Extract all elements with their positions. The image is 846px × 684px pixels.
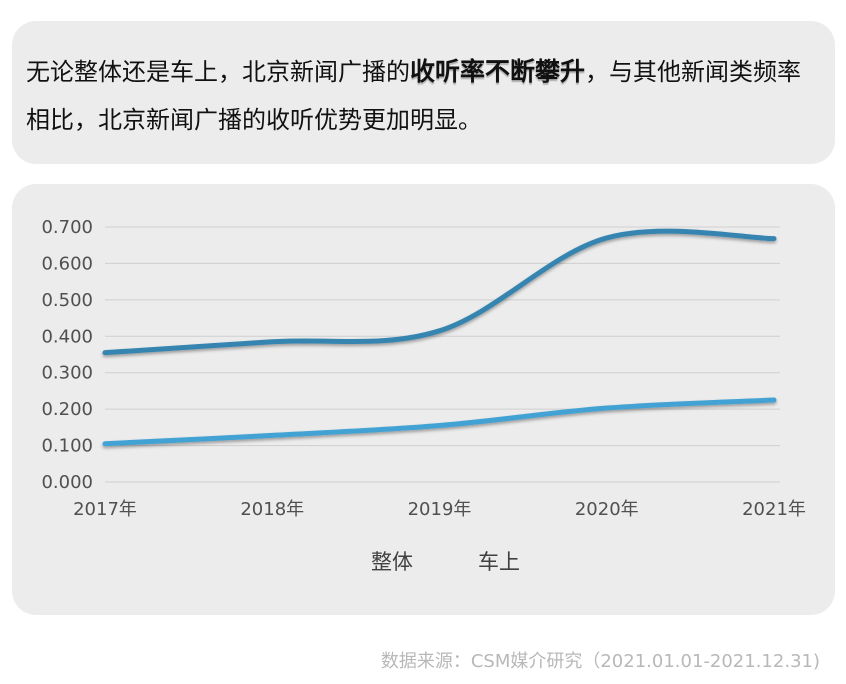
y-tick-label: 0.700 [41,217,93,238]
headline-card: 无论整体还是车上，北京新闻广播的收听率不断攀升，与其他新闻类频率相比，北京新闻广… [12,21,835,164]
headline-emphasis: 收听率不断攀升 [410,57,586,86]
source-note: 数据来源：CSM媒介研究（2021.01.01-2021.12.31) [380,651,820,672]
chart-card: 0.000 0.100 0.200 0.300 0.400 0.500 0.600 0.700… [12,184,835,615]
x-tick-label: 2017年 [73,499,137,520]
y-tick-label: 0.000 [41,472,93,493]
x-tick-label: 2019年 [408,499,472,520]
series-line-1 [102,228,777,356]
x-tick-label: 2020年 [575,499,639,520]
legend: 整体 车上 [318,550,520,574]
series-line-2 [102,397,777,447]
x-tick-label: 2018年 [240,499,304,520]
y-axis-tick-labels: 0.000 0.100 0.200 0.300 0.400 0.500 0.600 0.700 [41,217,93,493]
series-lines [102,228,777,447]
headline-part-2: ，与其他新闻类频率相比，北京新闻广播的收听优势更加明显。 [26,58,802,134]
x-axis-tick-labels: 2017年 2018年 2019年 2020年 2021年 [73,499,806,520]
headline-text: 无论整体还是车上，北京新闻广播的收听率不断攀升，与其他新闻类频率相比，北京新闻广… [26,48,821,144]
legend-label: 整体 [371,550,413,574]
legend-label: 车上 [478,550,520,574]
x-tick-label: 2021年 [742,499,806,520]
y-tick-label: 0.400 [41,326,93,347]
line-chart: 0.000 0.100 0.200 0.300 0.400 0.500 0.600 0.700… [41,217,806,574]
y-tick-label: 0.600 [41,253,93,274]
y-tick-label: 0.500 [41,290,93,311]
grid-lines [105,226,780,483]
y-tick-label: 0.300 [41,363,93,384]
y-tick-label: 0.100 [41,436,93,457]
y-tick-label: 0.200 [41,399,93,420]
headline-part-1: 无论整体还是车上，北京新闻广播的 [26,58,410,86]
